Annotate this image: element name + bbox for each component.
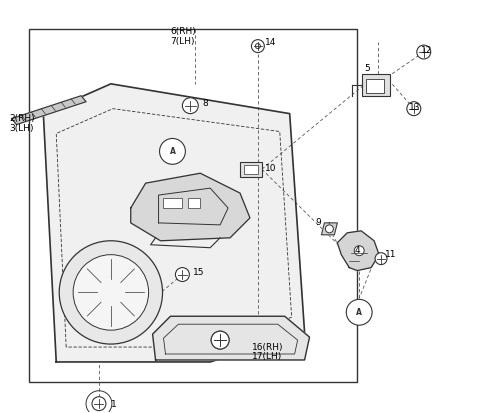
Circle shape <box>255 44 260 49</box>
Circle shape <box>417 45 431 59</box>
Polygon shape <box>337 231 379 271</box>
Text: 1: 1 <box>111 400 117 409</box>
Circle shape <box>159 138 185 164</box>
Circle shape <box>354 246 364 256</box>
Bar <box>163 198 182 208</box>
Polygon shape <box>43 84 305 362</box>
Text: A: A <box>356 308 362 317</box>
Polygon shape <box>153 316 310 360</box>
Text: 8: 8 <box>202 99 208 108</box>
Circle shape <box>325 225 334 233</box>
Polygon shape <box>12 96 86 125</box>
Text: 6(RH)
7(LH): 6(RH) 7(LH) <box>170 27 196 45</box>
Text: 12: 12 <box>421 45 432 55</box>
Circle shape <box>211 331 229 349</box>
Text: 5: 5 <box>364 64 370 74</box>
Circle shape <box>252 40 264 52</box>
Text: 13: 13 <box>409 103 420 112</box>
Bar <box>188 198 200 208</box>
Circle shape <box>175 268 189 282</box>
Circle shape <box>92 397 106 411</box>
Text: A: A <box>169 147 175 156</box>
Text: 10: 10 <box>265 164 276 173</box>
Text: 15: 15 <box>193 268 205 277</box>
Circle shape <box>211 331 229 349</box>
Polygon shape <box>131 173 250 241</box>
Text: 9: 9 <box>315 218 321 228</box>
Circle shape <box>182 98 198 114</box>
Bar <box>29 29 357 382</box>
Circle shape <box>375 253 387 265</box>
Text: 11: 11 <box>385 250 396 259</box>
Circle shape <box>73 255 149 330</box>
Polygon shape <box>322 223 337 235</box>
Circle shape <box>346 299 372 325</box>
Text: 14: 14 <box>265 38 276 47</box>
Bar <box>244 165 258 174</box>
Text: 2(RH)
3(LH): 2(RH) 3(LH) <box>10 114 35 133</box>
Circle shape <box>59 241 163 344</box>
Circle shape <box>407 102 421 116</box>
Bar <box>362 74 390 96</box>
Bar <box>240 162 262 177</box>
Text: 4: 4 <box>354 246 360 255</box>
Text: 16(RH)
17(LH): 16(RH) 17(LH) <box>252 343 283 361</box>
Bar <box>366 79 384 93</box>
